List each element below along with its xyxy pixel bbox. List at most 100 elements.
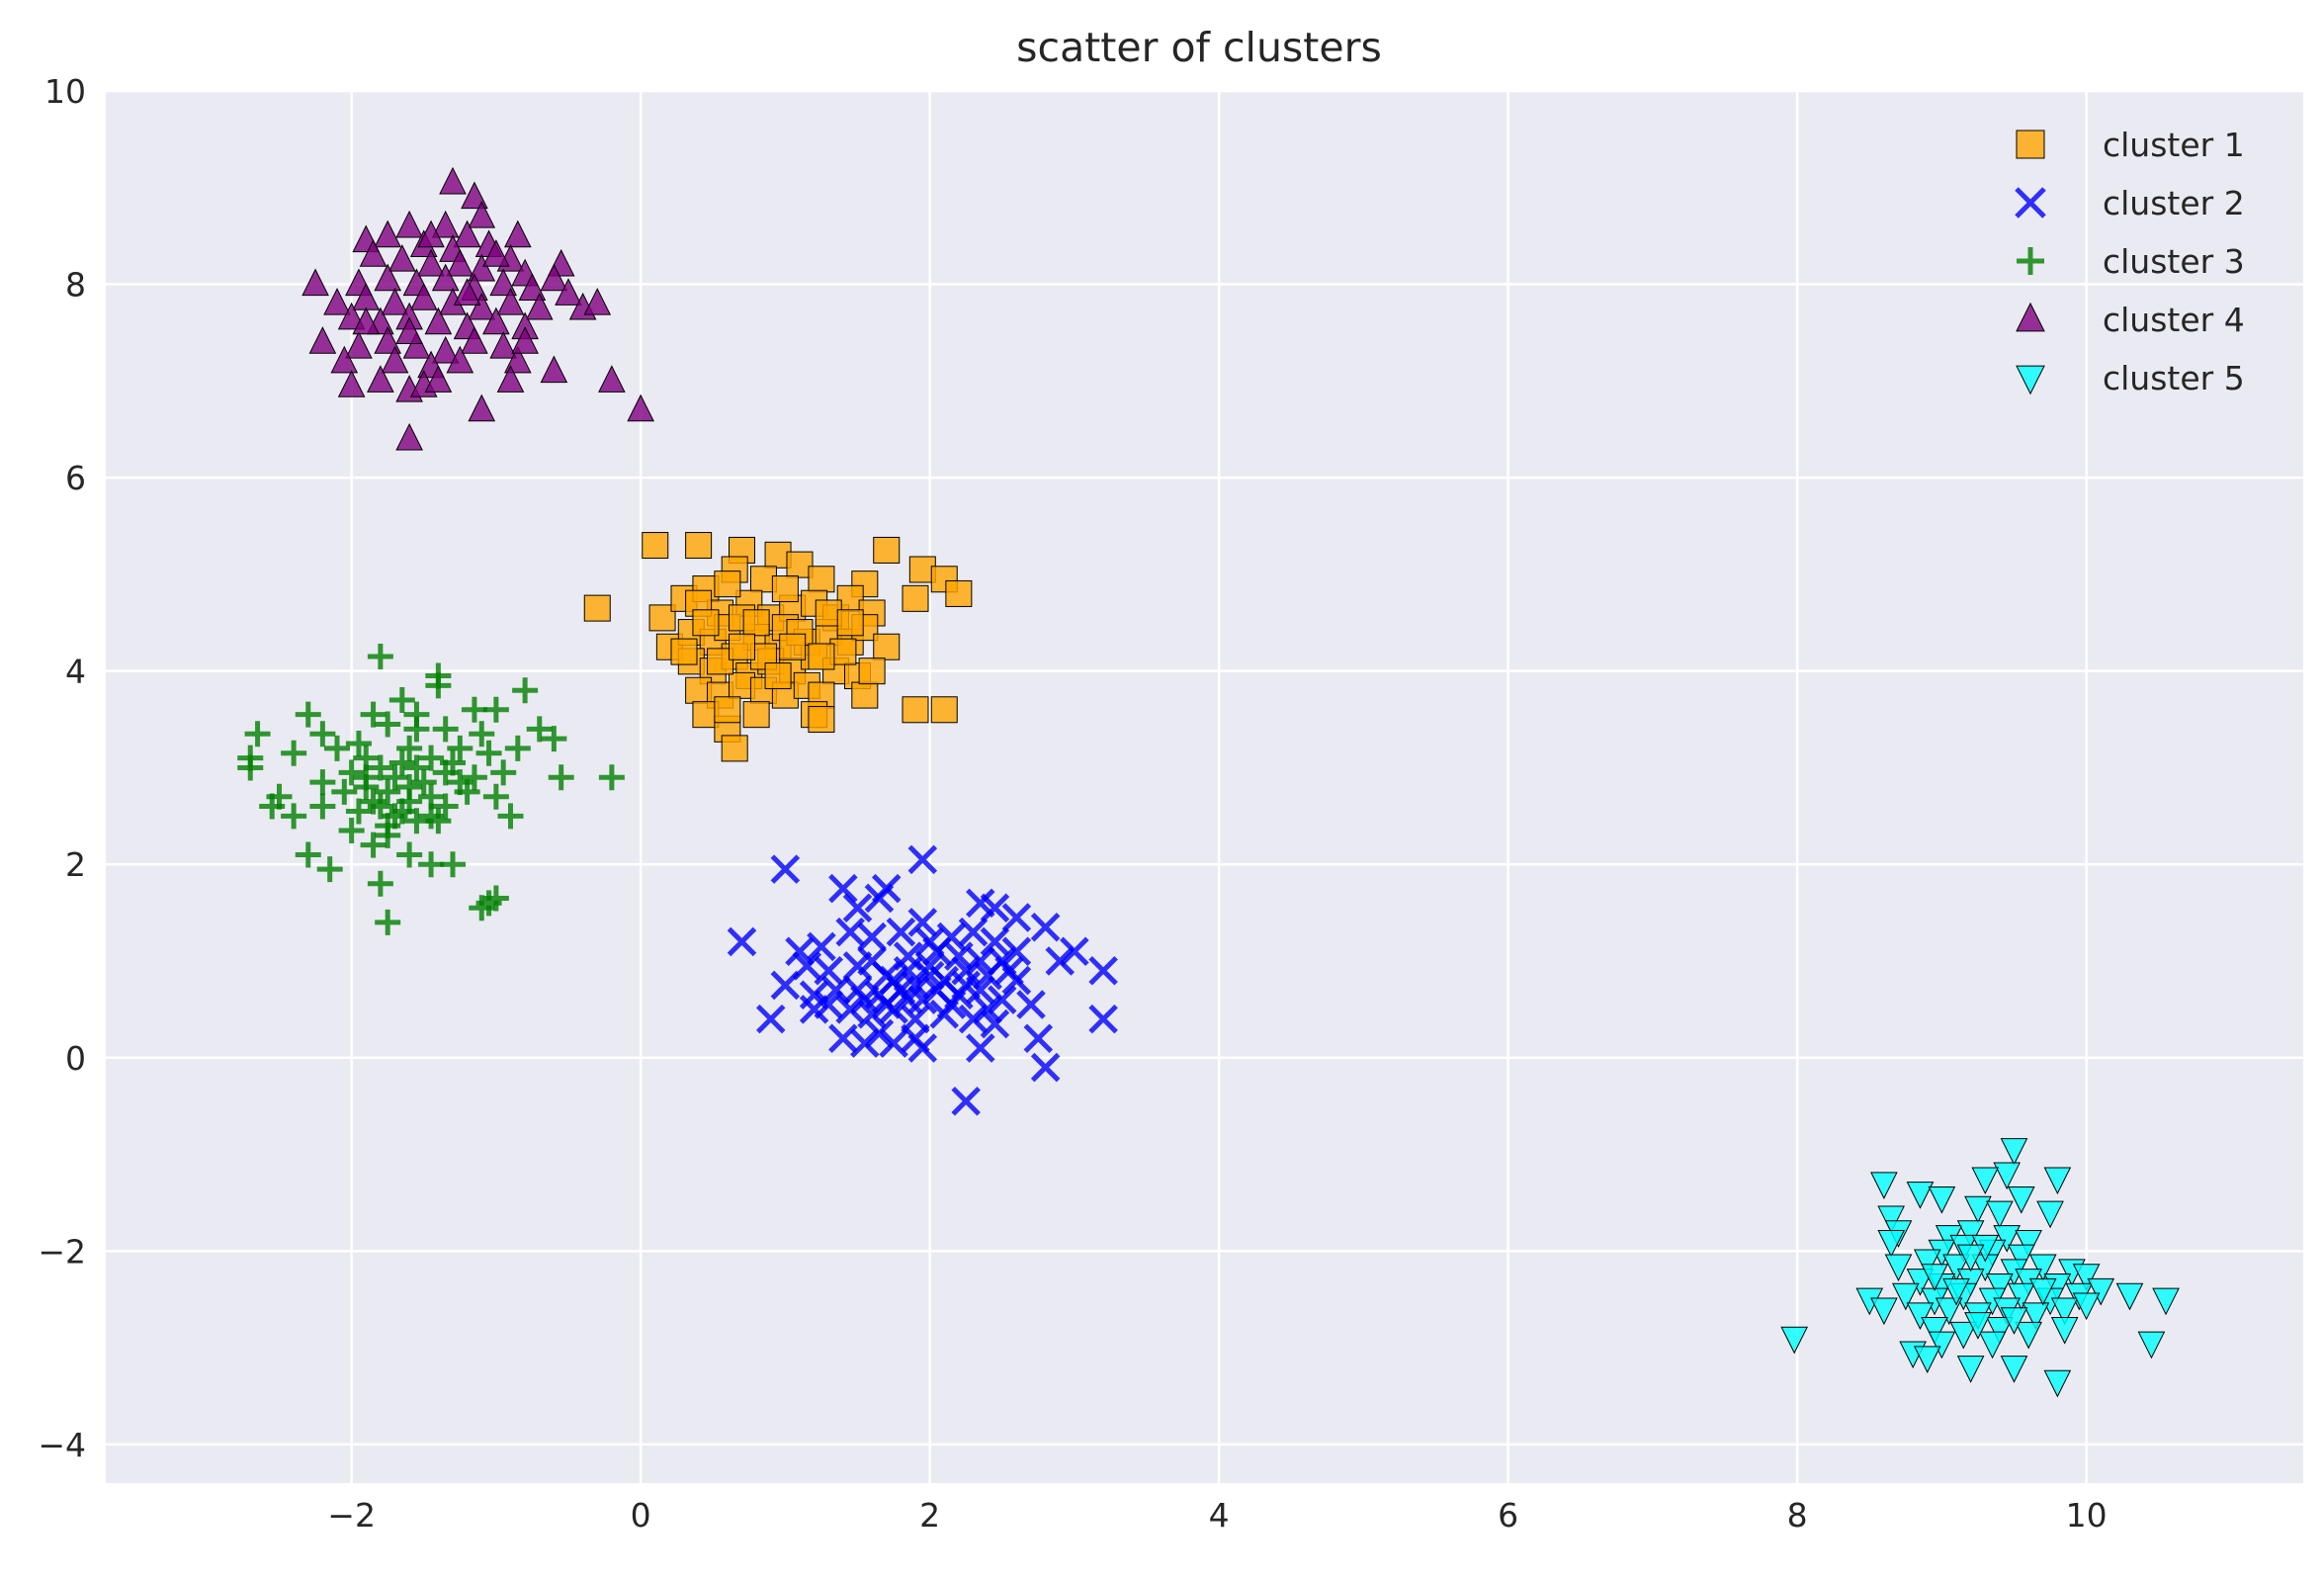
legend-item-cluster-1: cluster 1 (2016, 126, 2245, 164)
cluster-1-point (858, 658, 886, 685)
cluster-2-point (901, 970, 930, 1001)
cluster-5-point (1928, 1186, 1956, 1214)
x-tick-label: −2 (327, 1496, 376, 1535)
cluster-1-point (808, 566, 835, 593)
cluster-4-point (330, 345, 359, 374)
cluster-5-point (2072, 1264, 2101, 1291)
cluster-4-point (374, 263, 401, 292)
cluster-5-point (1870, 1172, 1898, 1199)
cluster-1-point (742, 609, 770, 637)
series-cluster-4 (301, 166, 654, 451)
cluster-5-point (1921, 1264, 1948, 1291)
legend-item-cluster-2: cluster 2 (2015, 184, 2245, 222)
cluster-2-point (864, 1018, 895, 1049)
cluster-2-point (973, 995, 1002, 1024)
cluster-2-point (1023, 1023, 1054, 1053)
cluster-3-point (403, 754, 430, 781)
cluster-3-point (469, 721, 495, 747)
cluster-4-point (482, 239, 510, 267)
cluster-5-point (2008, 1186, 2035, 1214)
cluster-4-point (308, 326, 337, 354)
cluster-2-point (966, 1033, 995, 1063)
cluster-5-point (1913, 1346, 1941, 1373)
cluster-5-point (2000, 1138, 2028, 1166)
cluster-2-point (835, 995, 865, 1024)
cluster-4-point (388, 244, 416, 272)
cluster-4-point (417, 248, 445, 277)
cluster-4-point (468, 201, 496, 228)
cluster-2-point (857, 1000, 887, 1029)
cluster-3-point (396, 841, 423, 868)
cluster-3-point (382, 764, 408, 791)
cluster-2-point (944, 941, 974, 971)
cluster-4-point (374, 219, 401, 248)
cluster-4-point (409, 283, 438, 310)
legend-item-cluster-3: cluster 3 (2017, 242, 2245, 281)
cluster-5-point (2000, 1356, 2028, 1383)
cluster-2-point (828, 873, 858, 904)
cluster-4-point (337, 370, 366, 397)
cluster-2-point (1030, 1052, 1061, 1083)
cluster-3-point (425, 808, 452, 834)
cluster-5-point (1971, 1167, 2000, 1195)
cluster-1-point (729, 633, 755, 660)
cluster-2-point (958, 917, 989, 947)
cluster-2-point (850, 1028, 880, 1058)
cluster-4-point (489, 331, 517, 359)
y-tick-label: 2 (65, 845, 86, 884)
cluster-4-point (468, 253, 496, 282)
cluster-3-point (338, 759, 365, 786)
cluster-4-point (424, 365, 453, 393)
cluster-1-point (902, 696, 929, 724)
cluster-5-point (1956, 1244, 1985, 1273)
cluster-3-point (309, 721, 336, 747)
y-tick-label: 0 (65, 1039, 86, 1078)
cluster-3-point (360, 788, 387, 815)
cluster-3-point (266, 783, 293, 810)
cluster-2-point (936, 990, 967, 1019)
cluster-4-point (461, 181, 488, 210)
series-cluster-1 (583, 532, 973, 762)
series-cluster-2 (727, 844, 1118, 1116)
cluster-3-point (281, 740, 307, 766)
legend-marker-cluster-3 (2017, 247, 2044, 275)
cluster-3-point (482, 885, 509, 912)
cluster-1-point (851, 681, 879, 709)
cluster-5-point (2115, 1282, 2144, 1311)
y-tick-label: −4 (38, 1426, 86, 1464)
cluster-5-point (1964, 1195, 1992, 1224)
cluster-3-point (324, 735, 350, 761)
cluster-3-point (360, 832, 387, 858)
y-tick-label: 8 (65, 266, 86, 305)
cluster-5-point (1913, 1249, 1941, 1277)
cluster-4-point (511, 326, 539, 354)
cluster-2-point (966, 946, 995, 976)
cluster-3-point (475, 740, 502, 766)
cluster-5-point (1942, 1277, 1970, 1306)
cluster-4-point (395, 422, 423, 451)
cluster-4-point (345, 331, 373, 359)
cluster-3-point (295, 841, 321, 868)
cluster-2-point (1016, 990, 1046, 1019)
cluster-5-point (1780, 1326, 1809, 1355)
cluster-2-point (828, 1023, 858, 1053)
cluster-5-point (1986, 1317, 2014, 1345)
cluster-4-point (367, 365, 394, 393)
cluster-2-point (857, 922, 887, 952)
cluster-3-point (469, 895, 495, 922)
cluster-4-point (424, 307, 453, 335)
cluster-5-point (1906, 1269, 1935, 1296)
grid-lines (106, 89, 2303, 1483)
cluster-3-point (244, 721, 271, 747)
cluster-5-point (1906, 1302, 1935, 1330)
cluster-4-point (540, 355, 568, 384)
cluster-4-point (359, 239, 387, 267)
cluster-2-point (886, 917, 916, 947)
cluster-4-point (446, 248, 474, 277)
cluster-2-point (835, 917, 865, 947)
legend-marker-cluster-1 (2016, 130, 2045, 159)
cluster-5-point (1935, 1297, 1963, 1326)
cluster-5-point (1870, 1297, 1898, 1326)
cluster-3-point (345, 798, 372, 825)
